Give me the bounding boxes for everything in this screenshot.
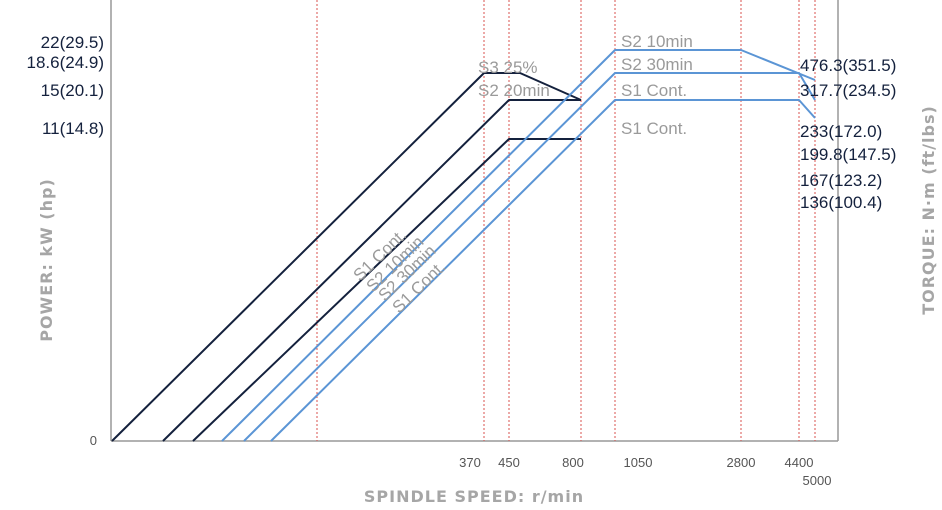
torque-value-label: 317.7(234.5) — [800, 81, 896, 100]
torque-curve-s2-30min — [243, 72, 816, 442]
x-tick-label: 450 — [498, 455, 520, 470]
power-value-label: 15(20.1) — [41, 81, 104, 100]
curve-label-s1-cont-b: S1 Cont. — [621, 119, 687, 138]
x-tick-label: 4400 — [785, 455, 814, 470]
curve-label-s1-cont-a: S1 Cont. — [621, 81, 687, 100]
curve-label-s3-25: S3 25% — [478, 58, 538, 77]
power-curve-s1-cont — [192, 138, 581, 442]
gridlines — [316, 0, 816, 441]
x-tick-label: 370 — [459, 455, 481, 470]
curve-label-s2-30min: S2 30min — [621, 55, 693, 74]
curve-label-s2-20min: S2 20min — [478, 81, 550, 100]
x-tick-label: 2800 — [727, 455, 756, 470]
power-curve-s2-20min — [162, 99, 581, 442]
x-tick-label: 1050 — [624, 455, 653, 470]
x-tick-label: 800 — [562, 455, 584, 470]
power-curve-s3-25 — [111, 72, 582, 442]
x-axis-title: SPINDLE SPEED: r/min — [364, 487, 584, 506]
torque-value-label: 233(172.0) — [800, 122, 882, 141]
torque-value-label: 476.3(351.5) — [800, 56, 896, 75]
torque-curve-s1-cont — [270, 99, 816, 442]
torque-value-label: 199.8(147.5) — [800, 145, 896, 164]
power-value-label: 18.6(24.9) — [27, 53, 105, 72]
torque-curve-s2-10min — [221, 49, 816, 442]
torque-value-label: 136(100.4) — [800, 193, 882, 212]
power-value-label: 22(29.5) — [41, 33, 104, 52]
power-value-label: 11(14.8) — [42, 119, 104, 138]
curve-label-s2-10min: S2 10min — [621, 32, 693, 51]
y-zero-label: 0 — [90, 433, 97, 448]
x-tick-label: 5000 — [803, 473, 832, 488]
y-axis-right-title: TORQUE: N·m (ft/lbs) — [919, 105, 938, 315]
y-axis-left-title: POWER: kW (hp) — [37, 178, 56, 342]
torque-value-label: 167(123.2) — [800, 171, 882, 190]
